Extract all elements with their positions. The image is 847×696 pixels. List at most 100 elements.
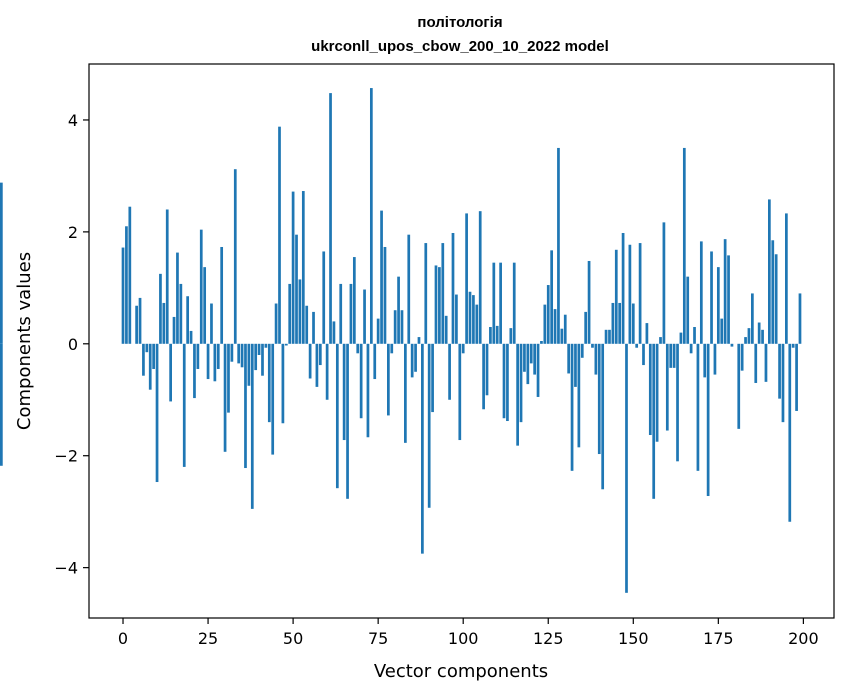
bar-176 — [720, 318, 724, 344]
bar-81 — [397, 276, 400, 344]
bar-29 — [220, 246, 224, 344]
bar-118 — [523, 343, 526, 372]
bar-92 — [434, 265, 438, 344]
plot-frame — [88, 63, 835, 619]
bar-71 — [363, 289, 366, 344]
bar-22 — [196, 343, 200, 369]
y-tick-label: 0 — [68, 335, 78, 354]
bar-0 — [121, 247, 125, 344]
bar-164 — [679, 332, 683, 344]
bar-140 — [597, 343, 601, 455]
bar-40 — [257, 343, 261, 355]
y-axis-label: Components values — [14, 252, 35, 430]
bar-87 — [417, 337, 421, 344]
x-tick-label: 175 — [703, 629, 734, 648]
bar-98 — [455, 294, 458, 344]
bar-141 — [601, 343, 605, 490]
bar-91 — [431, 343, 434, 413]
bar-175 — [716, 267, 720, 344]
bar-38 — [250, 343, 254, 509]
bar-63 — [335, 343, 339, 489]
y-tick-label: 4 — [68, 111, 78, 130]
y-tick-label: −2 — [54, 447, 78, 466]
bar-60 — [325, 343, 329, 400]
bar-109 — [492, 262, 496, 344]
bar-197 — [791, 343, 795, 348]
bar-112 — [502, 343, 506, 419]
bar-101 — [465, 213, 468, 344]
bar-111 — [499, 262, 502, 344]
bar-172 — [706, 343, 710, 497]
bar-100 — [461, 343, 465, 354]
bar-159 — [662, 222, 666, 344]
bar-181 — [737, 343, 741, 429]
bar-2 — [128, 206, 132, 344]
bar-5 — [138, 297, 142, 344]
bar-12 — [162, 302, 166, 344]
bar-23 — [199, 229, 203, 344]
bar-94 — [441, 243, 445, 344]
bar-32 — [230, 343, 234, 362]
bar-6 — [142, 343, 145, 376]
bar-18 — [182, 343, 186, 467]
bar-85 — [410, 343, 414, 378]
bar-188 — [761, 329, 764, 344]
bar-139 — [594, 343, 598, 375]
bar-151 — [635, 343, 639, 348]
bar-86 — [414, 343, 417, 372]
bar-143 — [608, 329, 611, 344]
bar-88 — [421, 343, 424, 554]
bar-72 — [366, 343, 370, 438]
bar-36 — [244, 343, 247, 469]
bar-80 — [393, 310, 397, 344]
bar-25 — [206, 343, 210, 380]
bar-27 — [213, 343, 217, 382]
bar-28 — [216, 343, 220, 369]
bar-193 — [778, 343, 781, 399]
bar-192 — [774, 254, 778, 344]
bar-107 — [485, 343, 489, 396]
bar-122 — [536, 343, 540, 397]
bar-52 — [298, 279, 302, 344]
bar-150 — [631, 303, 635, 344]
bar-146 — [618, 302, 622, 344]
x-tick-label: 50 — [283, 629, 303, 648]
bar-152 — [638, 243, 642, 344]
bar-31 — [227, 343, 230, 413]
bar-137 — [587, 260, 591, 344]
bar-195 — [785, 213, 788, 344]
bar-106 — [482, 343, 485, 410]
chart-subtitle: ukrconll_upos_cbow_200_10_2022 model — [311, 38, 609, 55]
bar-47 — [281, 343, 285, 424]
bar-44 — [271, 343, 275, 455]
bar-42 — [264, 343, 268, 348]
bar-26 — [210, 303, 213, 344]
bar-138 — [591, 343, 594, 348]
bar-90 — [427, 343, 431, 508]
x-tick-label: 200 — [788, 629, 819, 648]
bar-67 — [349, 283, 353, 344]
x-tick-label: 75 — [368, 629, 388, 648]
bar-147 — [621, 233, 625, 344]
bar-8 — [148, 343, 152, 390]
bar-74 — [373, 343, 377, 380]
x-tick-label: 150 — [618, 629, 649, 648]
x-tick-label: 100 — [448, 629, 479, 648]
bar-165 — [682, 147, 686, 344]
bar-149 — [628, 244, 632, 344]
bar-82 — [400, 310, 404, 344]
bar-65 — [342, 343, 346, 441]
bar-191 — [771, 240, 775, 344]
bar-103 — [472, 295, 475, 344]
bar-64 — [339, 283, 343, 344]
bar-108 — [489, 327, 492, 344]
bar-174 — [713, 343, 717, 375]
bar-39 — [254, 343, 258, 371]
bar-49 — [288, 283, 292, 344]
bar-35 — [240, 343, 244, 368]
bar-99 — [458, 343, 462, 441]
bar-157 — [655, 343, 659, 442]
bar-55 — [308, 343, 312, 379]
bar-145 — [614, 249, 618, 344]
bar-120 — [529, 343, 533, 364]
